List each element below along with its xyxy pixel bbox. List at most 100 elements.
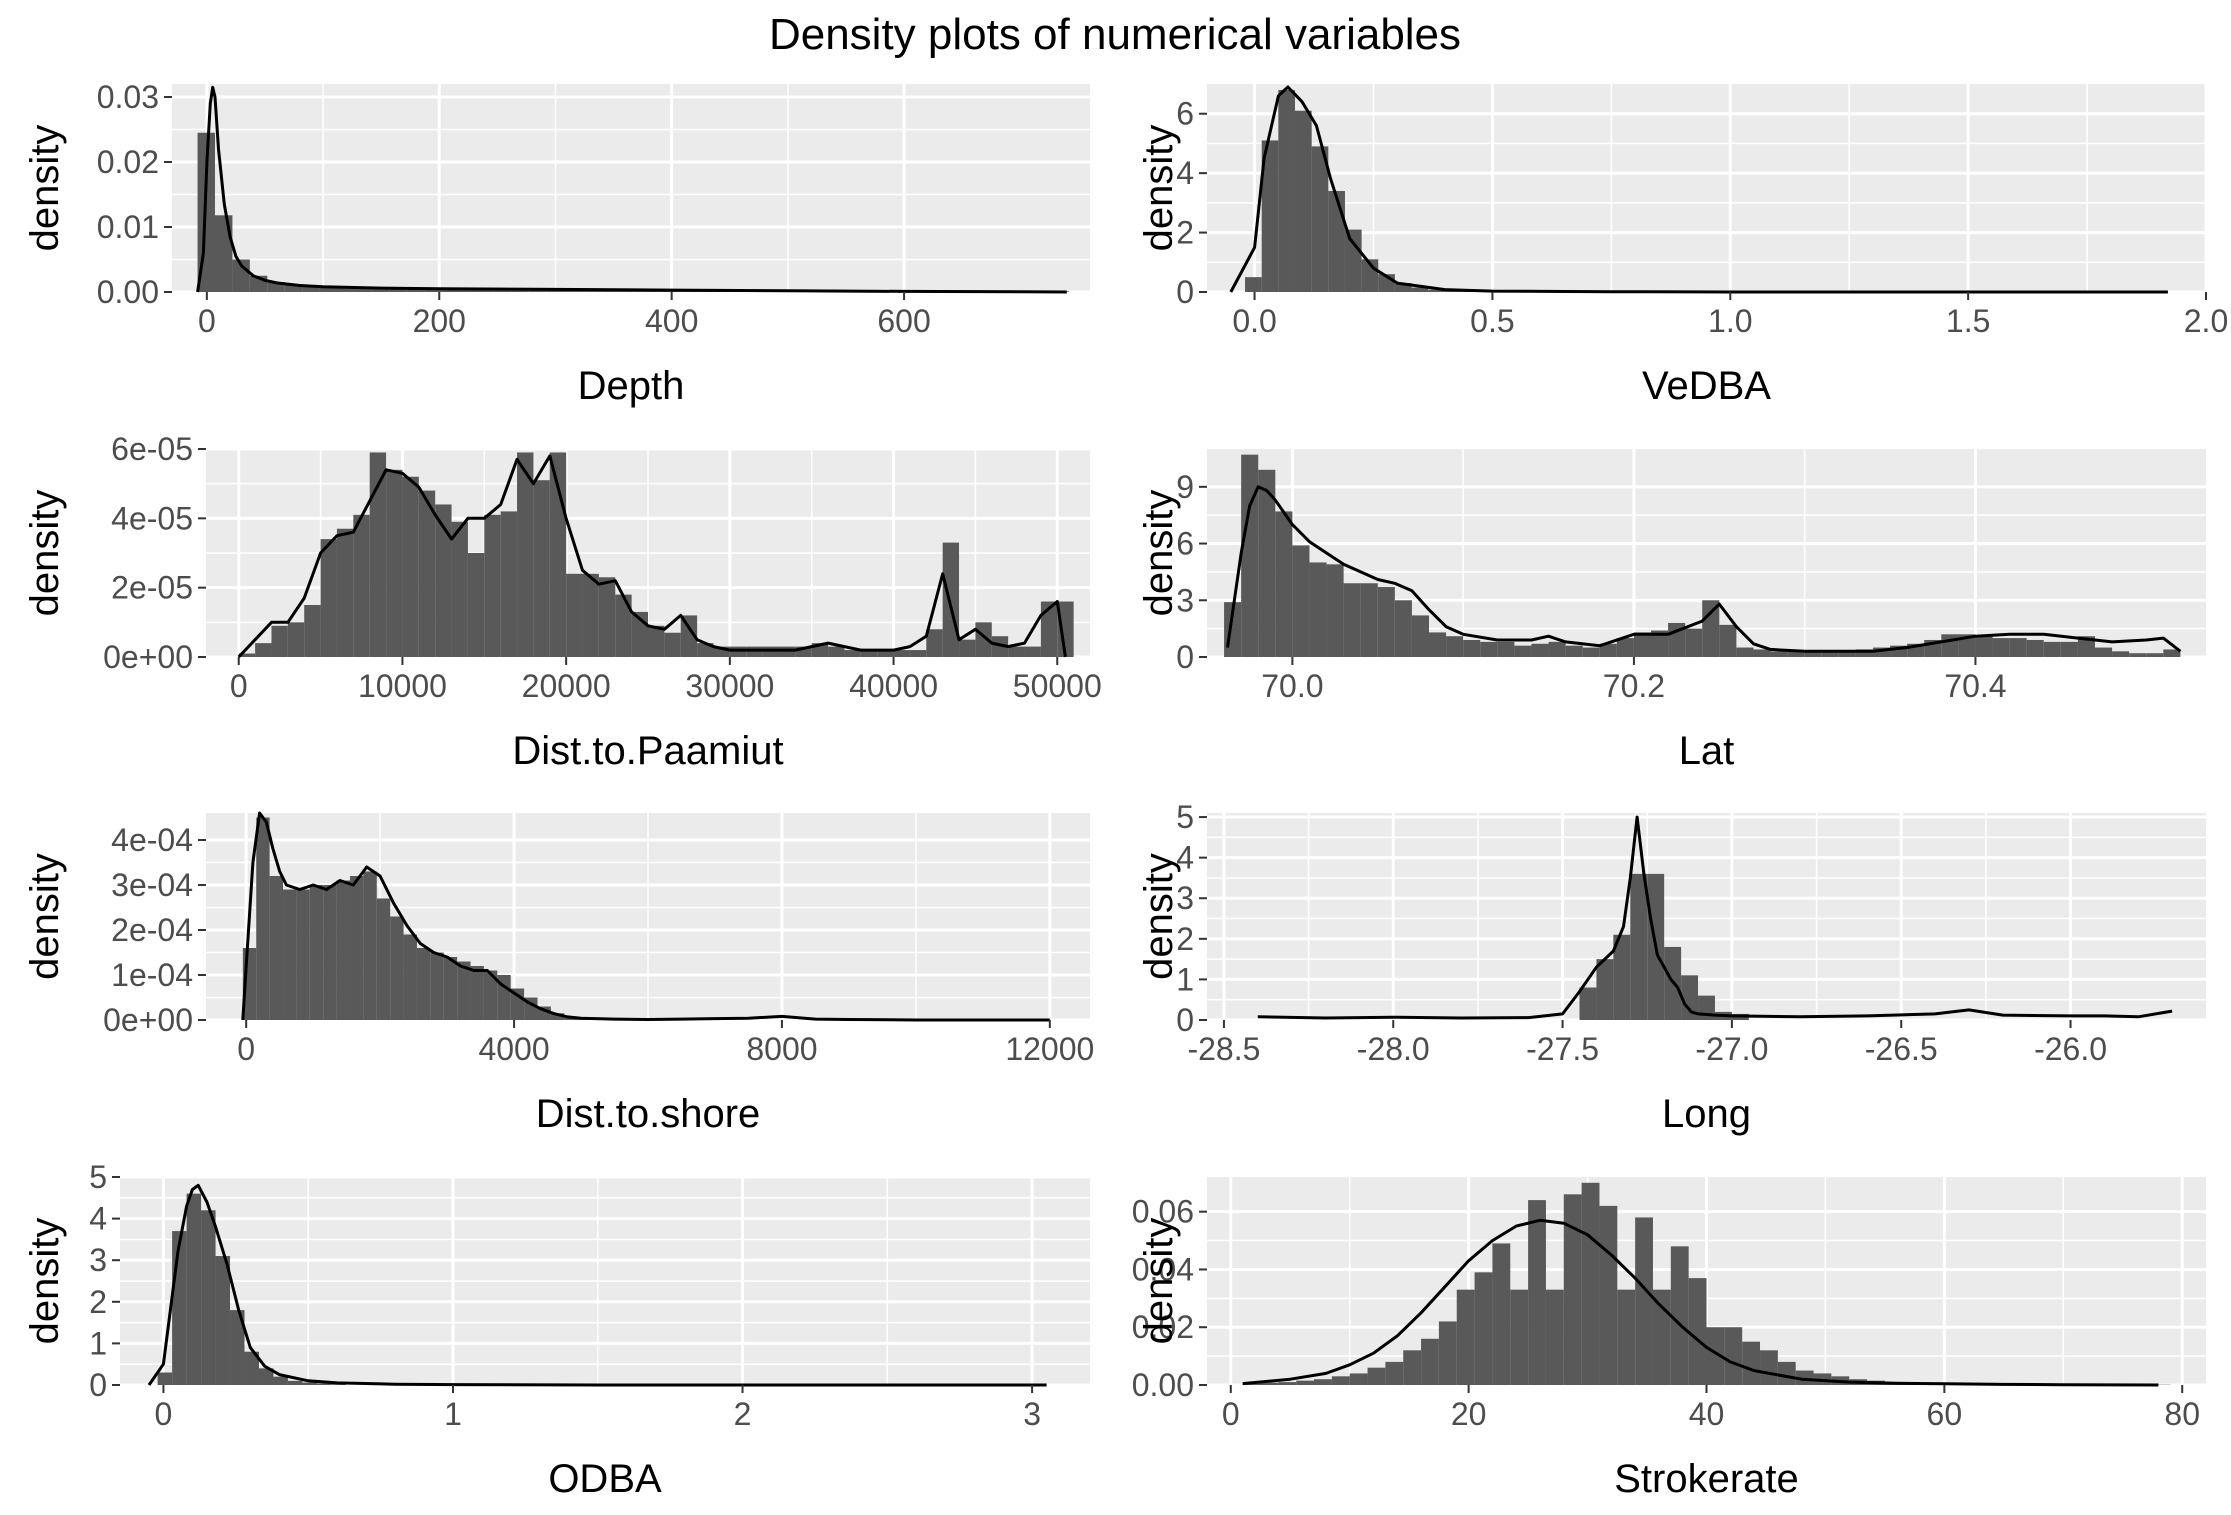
histogram-bar bbox=[1258, 469, 1276, 657]
y-tick-label: 0e+00 bbox=[103, 639, 193, 675]
histogram-bar bbox=[615, 594, 632, 657]
density-curve bbox=[1226, 485, 2182, 653]
histogram-bar bbox=[320, 539, 337, 657]
histogram-bar bbox=[1057, 601, 1074, 657]
x-axis-ticks: 0 4000 8000 12000 bbox=[237, 1020, 1094, 1067]
histogram-bar bbox=[1958, 634, 1976, 657]
y-tick-label: 6 bbox=[1176, 526, 1194, 562]
histogram-bar bbox=[459, 289, 477, 292]
y-tick-label: 0 bbox=[89, 1367, 107, 1403]
histogram-bar bbox=[406, 288, 425, 292]
y-axis-ticks: 0 1 2 3 4 5 bbox=[89, 1159, 120, 1403]
histogram-bar bbox=[389, 288, 407, 292]
histogram-bar bbox=[1670, 1246, 1689, 1385]
histogram-bar bbox=[1403, 1350, 1422, 1385]
histogram-bar bbox=[1545, 1289, 1564, 1385]
histogram-bar bbox=[1331, 1376, 1350, 1385]
histogram-bar bbox=[1367, 1367, 1386, 1385]
x-tick-label: 0.5 bbox=[1470, 303, 1514, 339]
histogram-bar bbox=[267, 282, 285, 292]
histogram-bar bbox=[1760, 1350, 1778, 1385]
histogram-bar bbox=[942, 542, 960, 657]
histogram-bar bbox=[186, 1193, 202, 1385]
x-tick-label: 12000 bbox=[1005, 1031, 1094, 1067]
histogram-bar bbox=[500, 511, 518, 657]
histogram-bar bbox=[517, 452, 534, 657]
histogram-bar bbox=[1261, 140, 1279, 292]
x-tick-label: -26.0 bbox=[2034, 1031, 2107, 1067]
histogram-bar bbox=[877, 650, 894, 657]
histogram-bar bbox=[563, 290, 582, 292]
histogram-bar bbox=[302, 1382, 317, 1385]
x-axis-title: Dist.to.shore bbox=[536, 1092, 761, 1136]
histogram-bar bbox=[484, 514, 501, 657]
histogram-bar bbox=[244, 1351, 259, 1385]
histogram-bar bbox=[1613, 934, 1631, 1020]
histogram-bar bbox=[1719, 624, 1737, 657]
histogram-bar bbox=[1635, 1217, 1653, 1385]
panel-background bbox=[172, 84, 1090, 292]
density-curve bbox=[196, 85, 1067, 294]
histogram-bars bbox=[1245, 89, 1512, 292]
y-tick-label: 5 bbox=[89, 1159, 107, 1195]
x-tick-label: 70.0 bbox=[1261, 668, 1323, 704]
histogram-bar bbox=[893, 650, 910, 657]
x-tick-label: 4000 bbox=[478, 1031, 549, 1067]
histogram-bar bbox=[1548, 641, 1566, 657]
histogram-bar bbox=[497, 975, 511, 1020]
histogram-bar bbox=[258, 1368, 274, 1385]
x-tick-label: 70.4 bbox=[1944, 668, 2006, 704]
histogram-bar bbox=[2009, 638, 2027, 657]
chart-panel-7: 0 1 2 3 0 1 2 3 4 5 ODBA density bbox=[23, 1159, 1090, 1501]
x-tick-label: 400 bbox=[645, 303, 698, 339]
x-axis-ticks: 0 1 2 3 bbox=[155, 1385, 1041, 1432]
histogram-bar bbox=[860, 650, 878, 657]
x-tick-label: -28.5 bbox=[1187, 1031, 1260, 1067]
histogram-bar bbox=[1688, 1278, 1707, 1385]
x-axis-ticks: 70.0 70.2 70.4 bbox=[1261, 657, 2007, 704]
histogram-bar bbox=[1582, 647, 1600, 657]
histogram-bar bbox=[1314, 1379, 1332, 1385]
histogram-bar bbox=[467, 553, 485, 657]
histogram-bar bbox=[1599, 1205, 1618, 1385]
x-tick-label: -28.0 bbox=[1357, 1031, 1430, 1067]
y-tick-label: 9 bbox=[1176, 469, 1194, 505]
minor-gridlines bbox=[1207, 449, 2206, 657]
histogram-bar bbox=[909, 650, 927, 657]
x-tick-label: 40 bbox=[1689, 1396, 1725, 1432]
histogram-bar bbox=[762, 646, 779, 657]
histogram-bar bbox=[2146, 653, 2164, 657]
histogram-bar bbox=[1531, 643, 1549, 657]
minor-gridlines bbox=[120, 1177, 1090, 1385]
y-axis-title: density bbox=[1137, 853, 1181, 980]
histogram-bar bbox=[680, 615, 698, 657]
histogram-bar bbox=[430, 952, 444, 1020]
y-tick-label: 2 bbox=[1176, 921, 1194, 957]
histogram-bar bbox=[214, 215, 233, 292]
histogram-bar bbox=[1429, 632, 1447, 657]
histogram-bar bbox=[2163, 649, 2181, 657]
histogram-bar bbox=[255, 643, 272, 657]
y-tick-label: 0.06 bbox=[1132, 1194, 1194, 1230]
histogram-bar bbox=[1681, 975, 1699, 1020]
histogram-bar bbox=[1394, 283, 1412, 292]
histogram-bar bbox=[1295, 110, 1312, 292]
density-curve bbox=[1229, 85, 2168, 294]
x-tick-label: 1 bbox=[444, 1396, 462, 1432]
y-tick-label: 0 bbox=[1176, 1002, 1194, 1038]
histogram-bar bbox=[582, 573, 599, 657]
histogram-bar bbox=[1474, 1272, 1493, 1385]
histogram-bar bbox=[493, 289, 512, 292]
x-tick-label: -26.5 bbox=[1865, 1031, 1938, 1067]
histogram-bar bbox=[1292, 545, 1310, 657]
y-axis-ticks: 0e+00 1e-04 2e-04 3e-04 4e-04 bbox=[103, 822, 206, 1038]
y-axis-ticks: 0.00 0.01 0.02 0.03 bbox=[97, 79, 172, 310]
histogram-bar bbox=[287, 1380, 303, 1385]
histogram-bar bbox=[1278, 89, 1296, 292]
histogram-bar bbox=[1394, 600, 1412, 657]
histogram-bar bbox=[746, 646, 763, 657]
histogram-bar bbox=[424, 288, 442, 292]
chart-panel-6: -28.5 -28.0 -27.5 -27.0 -26.5 -26.0 0 1 2 3 4 5 Long… bbox=[1137, 799, 2206, 1136]
histogram-bar bbox=[959, 639, 976, 657]
x-tick-label: 2 bbox=[734, 1396, 752, 1432]
